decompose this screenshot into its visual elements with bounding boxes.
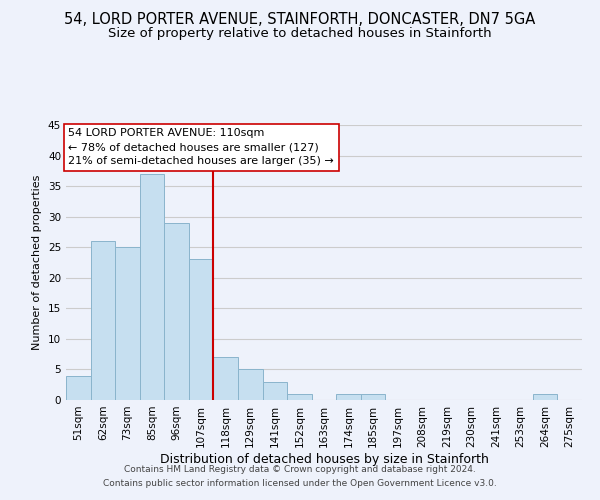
Bar [189,260,214,400]
Bar [336,394,361,400]
Text: Size of property relative to detached houses in Stainforth: Size of property relative to detached ho… [108,28,492,40]
Bar [533,394,557,400]
Text: 54 LORD PORTER AVENUE: 110sqm
← 78% of detached houses are smaller (127)
21% of : 54 LORD PORTER AVENUE: 110sqm ← 78% of d… [68,128,334,166]
Bar [287,394,312,400]
X-axis label: Distribution of detached houses by size in Stainforth: Distribution of detached houses by size … [160,452,488,466]
Bar [140,174,164,400]
Y-axis label: Number of detached properties: Number of detached properties [32,175,43,350]
Bar [164,223,189,400]
Text: Contains HM Land Registry data © Crown copyright and database right 2024.
Contai: Contains HM Land Registry data © Crown c… [103,466,497,487]
Bar [263,382,287,400]
Text: 54, LORD PORTER AVENUE, STAINFORTH, DONCASTER, DN7 5GA: 54, LORD PORTER AVENUE, STAINFORTH, DONC… [64,12,536,28]
Bar [91,241,115,400]
Bar [361,394,385,400]
Bar [66,376,91,400]
Bar [214,357,238,400]
Bar [115,247,140,400]
Bar [238,370,263,400]
